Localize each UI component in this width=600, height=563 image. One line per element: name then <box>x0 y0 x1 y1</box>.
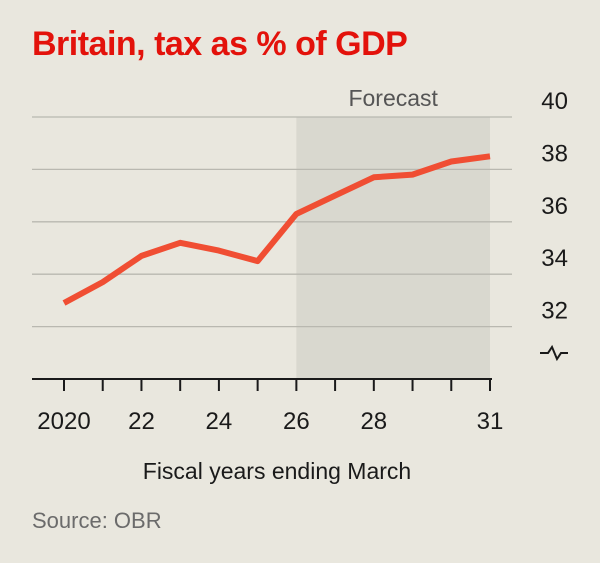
source-note: Source: OBR <box>32 508 162 533</box>
forecast-label: Forecast <box>348 85 438 111</box>
y-axis-ticks: 32 34 36 38 40 <box>541 88 568 325</box>
x-axis-label: Fiscal years ending March <box>143 458 411 484</box>
chart-title: Britain, tax as % of GDP <box>32 25 408 63</box>
x-tick-label: 31 <box>477 408 504 435</box>
chart-plot: Forecast 32 34 36 38 40 2020 22 24 26 28 31 Fisca… <box>32 85 568 484</box>
series-line <box>62 153 491 306</box>
y-tick-label: 40 <box>541 88 568 115</box>
y-tick-label: 34 <box>541 245 568 272</box>
x-tick-label: 28 <box>360 408 387 435</box>
x-tick-label: 2020 <box>37 408 90 435</box>
x-tick-label: 24 <box>206 408 233 435</box>
axis-break-icon <box>540 344 568 362</box>
y-tick-label: 38 <box>541 140 568 167</box>
data-points <box>63 156 491 304</box>
forecast-band <box>296 117 490 379</box>
y-tick-label: 36 <box>541 193 568 220</box>
axis-break-mark <box>540 344 568 362</box>
y-tick-label: 32 <box>541 298 568 325</box>
x-tick-label: 22 <box>128 408 155 435</box>
x-tick-label: 26 <box>283 408 310 435</box>
x-axis-ticks: 2020 22 24 26 28 31 <box>37 379 503 435</box>
